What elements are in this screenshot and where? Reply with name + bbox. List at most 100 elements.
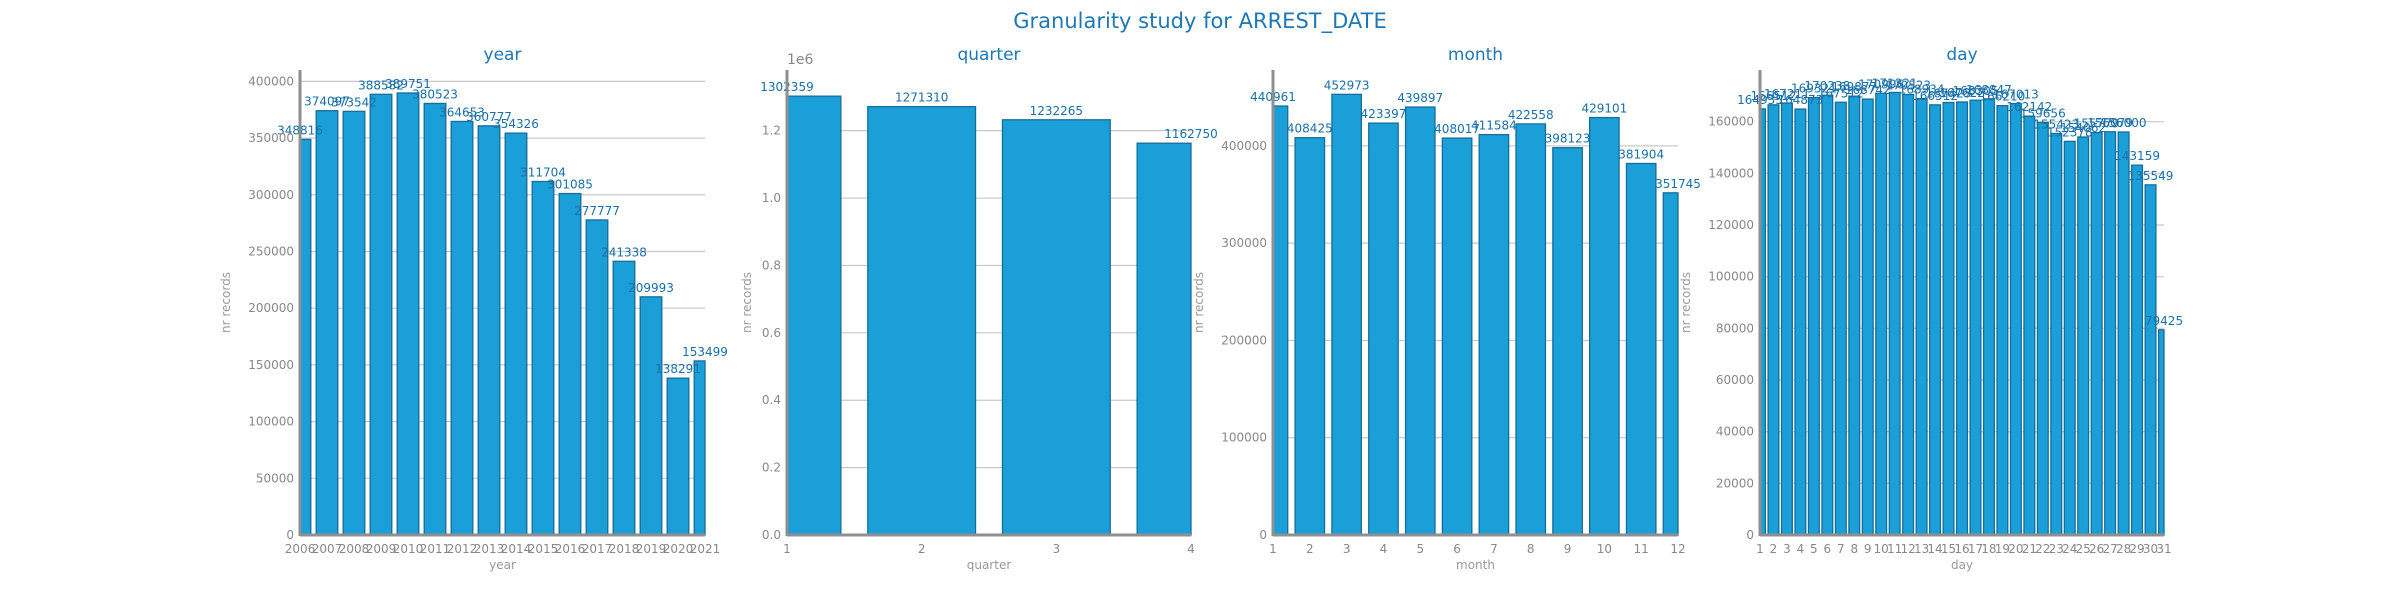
data-label: 154062 — [2060, 121, 2106, 135]
x-tick-label: 3 — [1053, 542, 1061, 556]
bar — [1807, 96, 1820, 536]
bar — [299, 138, 312, 536]
x-tick-label: 9 — [1864, 542, 1872, 556]
data-label: 311704 — [520, 165, 566, 179]
bar — [1929, 104, 1942, 536]
data-label: 351745 — [1655, 177, 1701, 191]
bar — [1368, 122, 1399, 536]
x-tick-label: 6 — [1824, 542, 1832, 556]
y-tick-label: 300000 — [248, 188, 294, 202]
x-tick-label: 7 — [1490, 542, 1498, 556]
x-tick-label: 11 — [1887, 542, 1902, 556]
data-label: 439897 — [1397, 91, 1443, 105]
x-tick-label: 2019 — [636, 542, 667, 556]
x-axis-label: month — [1456, 558, 1495, 572]
month-chart: 4409614084254529734233974398974080174115… — [1192, 45, 1701, 572]
data-label: 169321 — [1791, 82, 1837, 96]
x-axis-label: quarter — [967, 558, 1012, 572]
data-label: 408017 — [1434, 122, 1480, 136]
bar — [1982, 98, 1995, 536]
x-tick-label: 2020 — [663, 542, 694, 556]
y-tick-label: 50000 — [256, 471, 294, 485]
bar — [342, 110, 366, 536]
subplot-title: day — [1946, 45, 1977, 65]
data-label: 166512 — [1751, 89, 1797, 103]
x-tick-label: 16 — [1954, 542, 1969, 556]
y-tick-label: 20000 — [1716, 476, 1754, 490]
x-tick-label: 10 — [1874, 542, 1889, 556]
data-label: 1232265 — [1030, 104, 1083, 118]
data-label: 360777 — [466, 110, 512, 124]
bar — [1780, 102, 1793, 536]
y-tick-label: 0 — [286, 528, 294, 542]
data-label: 143159 — [2114, 149, 2160, 163]
y-tick-label: 0.6 — [762, 326, 781, 340]
data-label: 167512 — [1818, 86, 1864, 100]
x-tick-label: 9 — [1564, 542, 1572, 556]
bar — [2063, 140, 2076, 536]
y-tick-label: 160000 — [1708, 115, 1754, 129]
x-tick-label: 21 — [2022, 542, 2037, 556]
x-tick-label: 2016 — [555, 542, 586, 556]
x-tick-label: 19 — [1995, 542, 2010, 556]
x-tick-label: 4 — [1797, 542, 1805, 556]
bar — [867, 105, 977, 536]
x-tick-label: 7 — [1837, 542, 1845, 556]
data-label: 354326 — [493, 117, 539, 131]
x-tick-label: 4 — [1187, 542, 1195, 556]
data-label: 166210 — [1979, 90, 2025, 104]
bar — [1552, 147, 1583, 536]
x-tick-label: 30 — [2143, 542, 2158, 556]
bar — [450, 120, 474, 536]
data-label: 152378 — [2047, 125, 2093, 139]
data-label: 170996 — [1858, 77, 1904, 91]
data-label: 167622 — [1939, 86, 1985, 100]
data-label: 169877 — [1831, 80, 1877, 94]
bar — [2036, 121, 2049, 536]
data-label: 79425 — [2145, 314, 2183, 328]
x-tick-label: 2 — [1770, 542, 1778, 556]
bar — [1794, 108, 1807, 536]
subplot-title: month — [1448, 45, 1503, 65]
x-tick-label: 12 — [1670, 542, 1685, 556]
data-label: 162142 — [2006, 100, 2052, 114]
data-label: 168742 — [1845, 83, 1891, 97]
year-chart: 3488163740973735423885823897513805233646… — [219, 45, 728, 572]
x-tick-label: 1 — [1269, 542, 1277, 556]
y-tick-label: 140000 — [1708, 166, 1754, 180]
data-label: 156079 — [2087, 116, 2133, 130]
data-label: 429101 — [1581, 102, 1627, 116]
x-tick-label: 13 — [1914, 542, 1929, 556]
bar — [1848, 95, 1861, 536]
x-tick-label: 17 — [1968, 542, 1983, 556]
x-tick-label: 2007 — [312, 542, 343, 556]
x-tick-label: 5 — [1416, 542, 1424, 556]
x-tick-label: 29 — [2129, 542, 2144, 556]
x-tick-label: 28 — [2116, 542, 2131, 556]
x-tick-label: 2 — [1306, 542, 1314, 556]
bar — [2131, 164, 2144, 536]
y-tick-label: 200000 — [248, 301, 294, 315]
x-tick-label: 12 — [1900, 542, 1915, 556]
bar — [1888, 91, 1901, 536]
x-tick-label: 6 — [1453, 542, 1461, 556]
data-label: 168934 — [1899, 83, 1945, 97]
x-tick-label: 22 — [2035, 542, 2050, 556]
data-label: 167013 — [1993, 88, 2039, 102]
y-tick-label: 250000 — [248, 244, 294, 258]
y-tick-label: 100000 — [248, 415, 294, 429]
bar — [612, 260, 636, 536]
data-label: 411584 — [1471, 119, 1517, 133]
bar — [558, 192, 582, 536]
x-tick-label: 8 — [1527, 542, 1535, 556]
x-axis-label: day — [1951, 558, 1973, 572]
data-label: 1271310 — [895, 91, 948, 105]
x-tick-label: 27 — [2102, 542, 2117, 556]
x-tick-label: 2015 — [528, 542, 559, 556]
bar — [2104, 131, 2117, 536]
figure-title: Granularity study for ARREST_DATE — [1013, 9, 1386, 34]
x-tick-label: 2012 — [447, 542, 478, 556]
x-tick-label: 3 — [1783, 542, 1791, 556]
data-label: 422558 — [1508, 108, 1554, 122]
